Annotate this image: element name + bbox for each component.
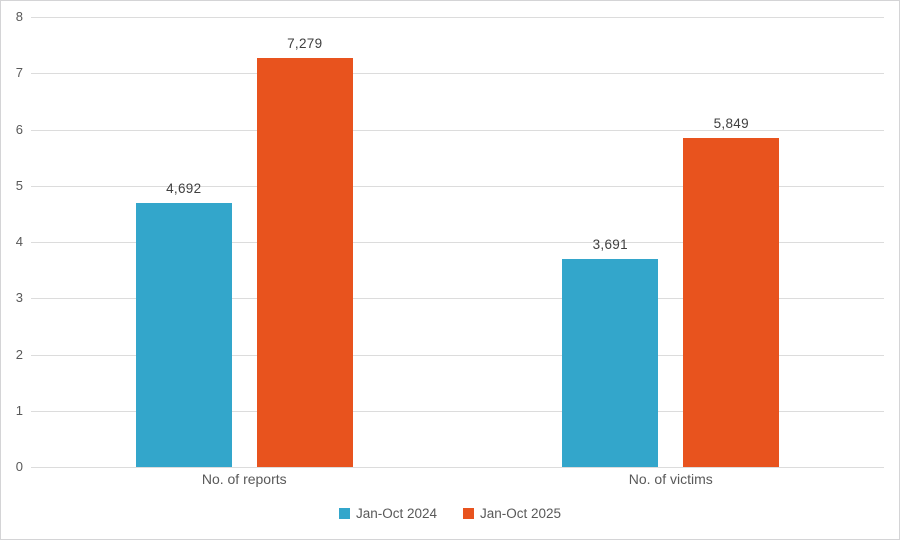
category-label: No. of reports <box>201 471 287 487</box>
gridline <box>31 410 884 412</box>
y-tick-label: 0 <box>15 459 23 474</box>
legend: Jan-Oct 2024 Jan-Oct 2025 <box>1 503 899 523</box>
gridline <box>31 354 884 356</box>
bar-value-label: 5,849 <box>713 116 749 131</box>
gridline <box>31 129 884 131</box>
legend-item: Jan-Oct 2025 <box>463 506 561 521</box>
y-tick-label: 8 <box>15 9 23 24</box>
bar-value-label: 3,691 <box>592 237 628 253</box>
gridline <box>31 17 884 18</box>
y-tick-label: 7 <box>15 65 23 81</box>
gridline <box>31 467 884 468</box>
y-axis: 0 1 2 3 4 5 6 7 8 <box>1 9 25 474</box>
y-tick-label: 1 <box>15 402 23 418</box>
gridline <box>31 298 884 300</box>
category-label: No. of victims <box>628 471 713 487</box>
x-axis-labels: No. of reports No. of victims <box>31 471 884 491</box>
y-tick-label: 6 <box>15 121 23 137</box>
bar <box>256 57 353 467</box>
y-tick-label: 3 <box>15 290 23 306</box>
gridline <box>31 242 884 243</box>
bar <box>562 259 659 467</box>
gridline <box>31 73 884 75</box>
legend-label: Jan-Oct 2025 <box>480 505 562 521</box>
y-tick-label: 4 <box>15 234 23 249</box>
plot-area: 4,692 7,279 3,691 5,849 <box>31 17 884 468</box>
legend-item: Jan-Oct 2024 <box>338 505 437 521</box>
gridline <box>31 185 884 187</box>
legend-label: Jan-Oct 2024 <box>355 505 437 521</box>
legend-swatch <box>463 507 474 519</box>
bar <box>683 138 780 467</box>
legend-swatch <box>338 507 350 519</box>
bar <box>135 203 232 467</box>
y-tick-label: 5 <box>15 177 23 193</box>
bar-value-label: 7,279 <box>287 35 323 51</box>
bar-value-label: 4,692 <box>166 181 202 197</box>
y-tick-label: 2 <box>15 346 23 362</box>
